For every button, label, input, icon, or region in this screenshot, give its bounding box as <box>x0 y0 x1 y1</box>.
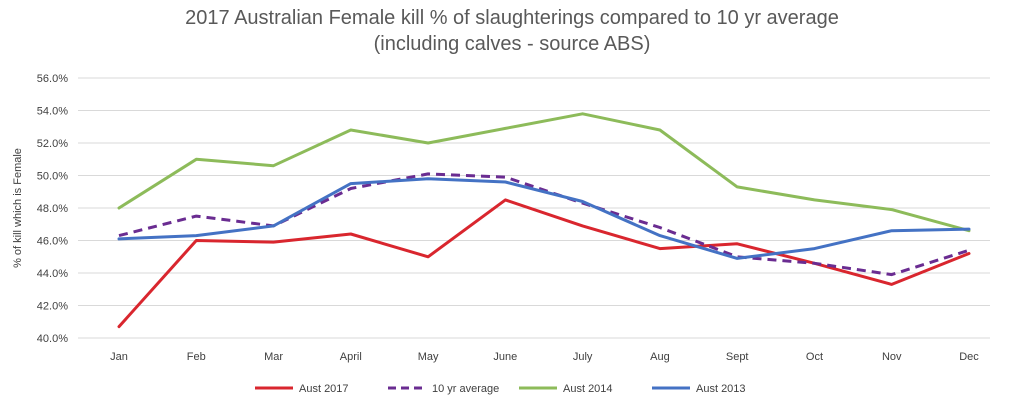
y-tick-label: 52.0% <box>37 138 68 150</box>
x-tick-label: Sept <box>726 351 749 363</box>
chart-title-line: (including calves - source ABS) <box>374 33 651 55</box>
x-tick-label: Aug <box>650 351 670 363</box>
legend-label: 10 yr average <box>432 383 499 395</box>
y-tick-label: 54.0% <box>37 106 68 118</box>
y-tick-label: 40.0% <box>37 333 68 345</box>
legend-label: Aust 2017 <box>299 383 349 395</box>
y-axis-title: % of kill which is Female <box>12 148 24 268</box>
x-tick-label: April <box>340 351 362 363</box>
x-tick-label: May <box>418 351 439 363</box>
series-line-aust-2014 <box>117 112 971 233</box>
y-tick-label: 44.0% <box>37 268 68 280</box>
y-axis: 40.0% 42.0% 44.0% 46.0% 48.0% 50.0% 52.0% 54.0%… <box>37 73 68 345</box>
x-tick-label: Jan <box>110 351 128 363</box>
chart-title-line: 2017 Australian Female kill % of slaught… <box>185 7 839 29</box>
chart-title: 2017 Australian Female kill % of slaught… <box>185 7 839 55</box>
x-axis: Jan Feb Mar April May June July Aug Sept Oct Nov De… <box>110 351 979 363</box>
series-lines <box>117 112 971 329</box>
legend: Aust 2017 10 yr average Aust 2014 Aust 2013 <box>255 383 746 395</box>
series-line-10-yr-average <box>118 172 970 277</box>
series-line-aust-2013 <box>117 177 971 260</box>
y-tick-label: 56.0% <box>37 73 68 85</box>
x-tick-label: Nov <box>882 351 902 363</box>
y-tick-label: 42.0% <box>37 301 68 313</box>
x-tick-label: June <box>493 351 517 363</box>
x-tick-label: Dec <box>959 351 979 363</box>
y-tick-label: 48.0% <box>37 203 68 215</box>
legend-label: Aust 2013 <box>696 383 746 395</box>
x-tick-label: July <box>573 351 593 363</box>
y-tick-label: 46.0% <box>37 236 68 248</box>
series-line-aust-2017 <box>117 198 971 329</box>
x-tick-label: Oct <box>806 351 823 363</box>
x-tick-label: Feb <box>187 351 206 363</box>
x-tick-label: Mar <box>264 351 283 363</box>
legend-label: Aust 2014 <box>563 383 613 395</box>
y-tick-label: 50.0% <box>37 171 68 183</box>
